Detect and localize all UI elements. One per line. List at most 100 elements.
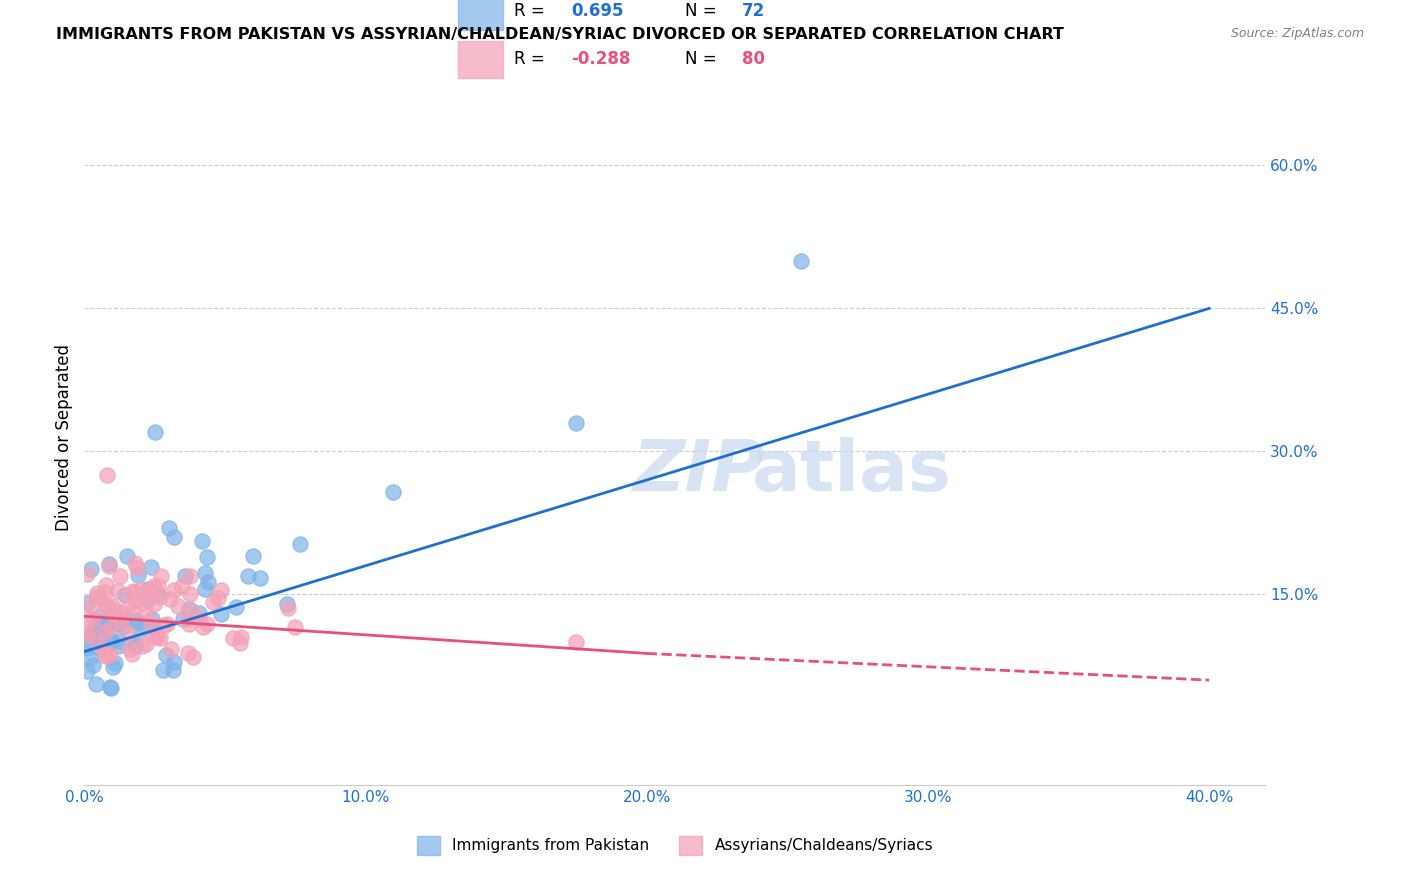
Point: [76, 596, 98, 610]
Point: [131, 582, 153, 597]
Point: [138, 585, 160, 599]
Point: [94, 584, 117, 599]
Point: [229, 636, 252, 650]
Point: [276, 597, 298, 611]
Point: [152, 663, 174, 677]
Point: [104, 656, 127, 670]
Point: [138, 584, 160, 599]
Point: [124, 585, 146, 599]
Point: [124, 638, 146, 652]
Point: [131, 597, 153, 611]
Point: [155, 648, 177, 662]
Point: [120, 641, 142, 656]
Point: [77, 611, 100, 625]
Point: [93, 625, 115, 640]
Point: [159, 591, 181, 606]
Point: [180, 604, 202, 618]
Point: [97, 632, 120, 647]
Point: [207, 591, 229, 605]
Point: [172, 579, 194, 593]
Text: -0.288: -0.288: [571, 50, 631, 68]
Point: [103, 602, 125, 616]
Point: [160, 642, 183, 657]
Point: [141, 611, 163, 625]
Point: [112, 613, 135, 627]
Point: [121, 648, 143, 662]
Point: [86, 591, 108, 605]
Point: [108, 569, 131, 583]
Point: [139, 587, 162, 601]
Point: [84, 677, 107, 691]
Point: [117, 598, 139, 612]
Point: [107, 609, 129, 624]
Point: [127, 567, 149, 582]
Point: [194, 582, 217, 596]
Point: [129, 623, 152, 637]
Legend: Immigrants from Pakistan, Assyrians/Chaldeans/Syriacs: Immigrants from Pakistan, Assyrians/Chal…: [411, 830, 939, 861]
Point: [194, 566, 217, 580]
Point: [201, 595, 224, 609]
Point: [94, 648, 117, 662]
Point: [143, 631, 166, 645]
Point: [229, 630, 252, 644]
Point: [89, 609, 111, 624]
Point: [242, 549, 264, 563]
Point: [277, 601, 299, 615]
Point: [108, 634, 131, 648]
Point: [101, 633, 124, 648]
Point: [76, 638, 98, 652]
Point: [89, 591, 111, 605]
Point: [91, 615, 114, 629]
Point: [143, 425, 166, 440]
Text: ZIP: ZIP: [633, 437, 765, 507]
Point: [181, 649, 204, 664]
FancyBboxPatch shape: [457, 41, 503, 78]
Point: [96, 602, 118, 616]
Point: [166, 599, 188, 614]
Point: [238, 569, 260, 583]
Point: [104, 615, 127, 630]
Point: [193, 620, 215, 634]
Point: [80, 562, 103, 576]
Point: [136, 592, 159, 607]
Point: [87, 636, 110, 650]
Point: [117, 626, 139, 640]
Point: [172, 612, 194, 626]
Point: [96, 598, 118, 612]
Point: [163, 655, 186, 669]
Point: [101, 659, 124, 673]
Text: R =: R =: [515, 50, 551, 68]
Point: [86, 586, 108, 600]
Point: [97, 559, 120, 574]
Point: [101, 599, 124, 613]
Point: [195, 549, 218, 564]
Point: [80, 629, 103, 643]
Point: [135, 636, 157, 650]
Point: [163, 530, 186, 544]
Text: 72: 72: [742, 2, 765, 20]
Point: [149, 632, 172, 646]
Point: [150, 569, 173, 583]
Point: [153, 618, 176, 632]
Point: [179, 587, 201, 601]
Point: [156, 617, 179, 632]
Point: [284, 620, 307, 634]
Point: [82, 658, 104, 673]
Point: [288, 537, 311, 551]
Point: [221, 631, 243, 645]
Point: [100, 620, 122, 634]
Point: [790, 253, 813, 268]
Point: [89, 635, 111, 649]
Point: [179, 568, 201, 582]
Point: [115, 549, 138, 563]
Point: [148, 578, 170, 592]
Point: [98, 680, 121, 694]
Point: [107, 583, 129, 598]
Text: IMMIGRANTS FROM PAKISTAN VS ASSYRIAN/CHALDEAN/SYRIAC DIVORCED OR SEPARATED CORRE: IMMIGRANTS FROM PAKISTAN VS ASSYRIAN/CHA…: [56, 27, 1064, 42]
Point: [162, 582, 184, 597]
Point: [79, 651, 101, 665]
Point: [76, 640, 98, 655]
Point: [100, 647, 122, 661]
FancyBboxPatch shape: [457, 0, 503, 30]
Point: [382, 484, 405, 499]
